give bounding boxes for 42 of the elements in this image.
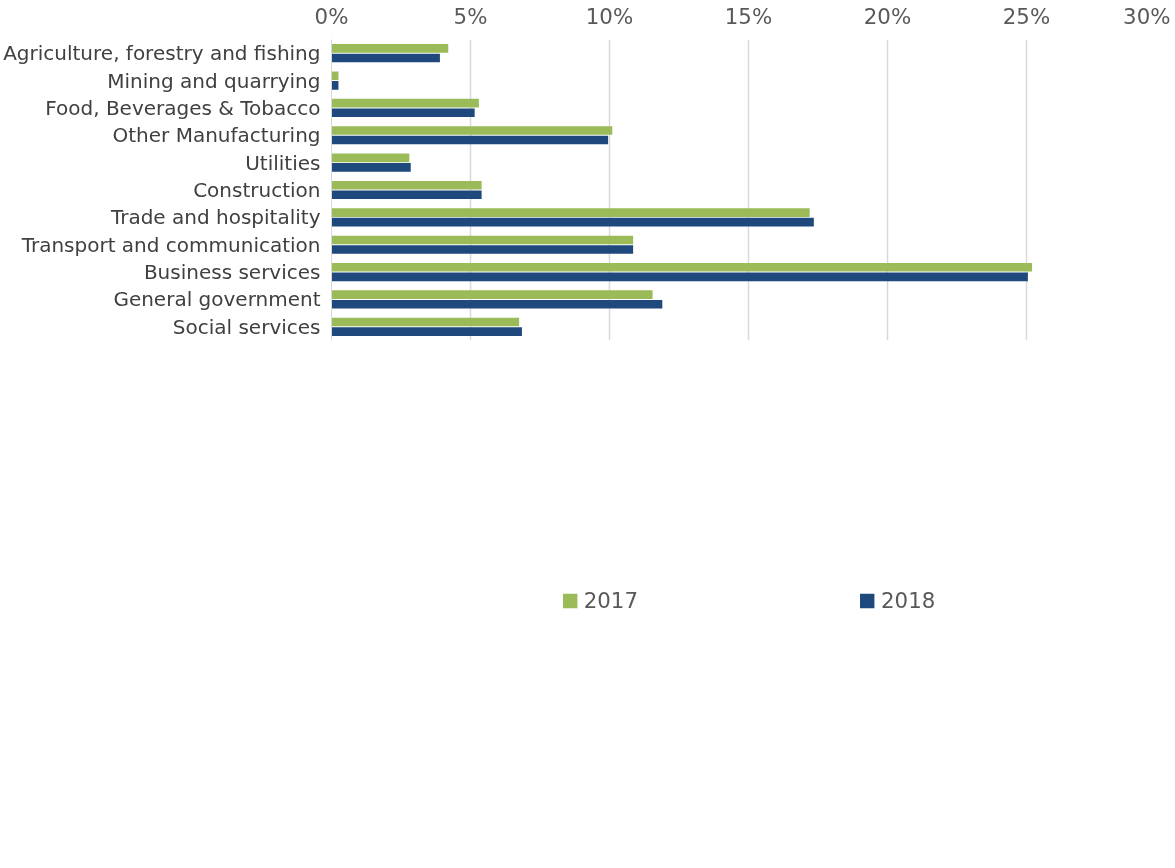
bar bbox=[331, 135, 609, 145]
x-tick-label: 30% bbox=[1123, 3, 1171, 29]
x-tick-label: 15% bbox=[724, 3, 773, 29]
x-tick-label: 20% bbox=[863, 3, 912, 29]
y-tick-label: Construction bbox=[193, 178, 321, 202]
x-tick-label: 0% bbox=[314, 3, 349, 29]
bar bbox=[331, 327, 522, 336]
bar bbox=[331, 163, 411, 172]
bar bbox=[331, 71, 339, 81]
legend-label: 2018 bbox=[881, 587, 936, 613]
x-tick-label: 10% bbox=[585, 3, 634, 29]
bar bbox=[331, 290, 653, 299]
y-tick-label: Mining and quarrying bbox=[107, 68, 321, 93]
x-tick-label: 5% bbox=[453, 3, 488, 29]
bar bbox=[331, 126, 613, 135]
bar bbox=[331, 208, 810, 217]
y-tick-label: Transport and communication bbox=[20, 232, 321, 257]
bar bbox=[331, 98, 479, 108]
bar bbox=[331, 317, 520, 327]
y-tick-label: Other Manufacturing bbox=[112, 123, 321, 148]
bar bbox=[331, 53, 440, 63]
bar bbox=[331, 81, 339, 90]
y-tick-label: Utilities bbox=[245, 150, 321, 175]
bar bbox=[331, 180, 482, 190]
bar bbox=[331, 217, 814, 227]
bar bbox=[331, 299, 663, 309]
bar bbox=[331, 235, 634, 245]
y-tick-label: Social services bbox=[172, 314, 321, 339]
y-tick-label: Food, Beverages & Tobacco bbox=[45, 95, 321, 120]
bar bbox=[331, 272, 1028, 282]
bar bbox=[331, 245, 634, 254]
y-tick-label: Business services bbox=[143, 260, 321, 285]
y-tick-label: Agriculture, forestry and fishing bbox=[3, 41, 321, 66]
bar bbox=[331, 262, 1033, 272]
bar bbox=[331, 153, 410, 163]
bar bbox=[331, 44, 449, 53]
y-tick-label: General government bbox=[113, 287, 321, 312]
bar bbox=[331, 190, 482, 200]
bar bbox=[331, 108, 475, 118]
x-tick-label: 25% bbox=[1002, 3, 1051, 29]
y-tick-label: Trade and hospitality bbox=[109, 205, 321, 230]
legend-label: 2017 bbox=[583, 587, 638, 613]
